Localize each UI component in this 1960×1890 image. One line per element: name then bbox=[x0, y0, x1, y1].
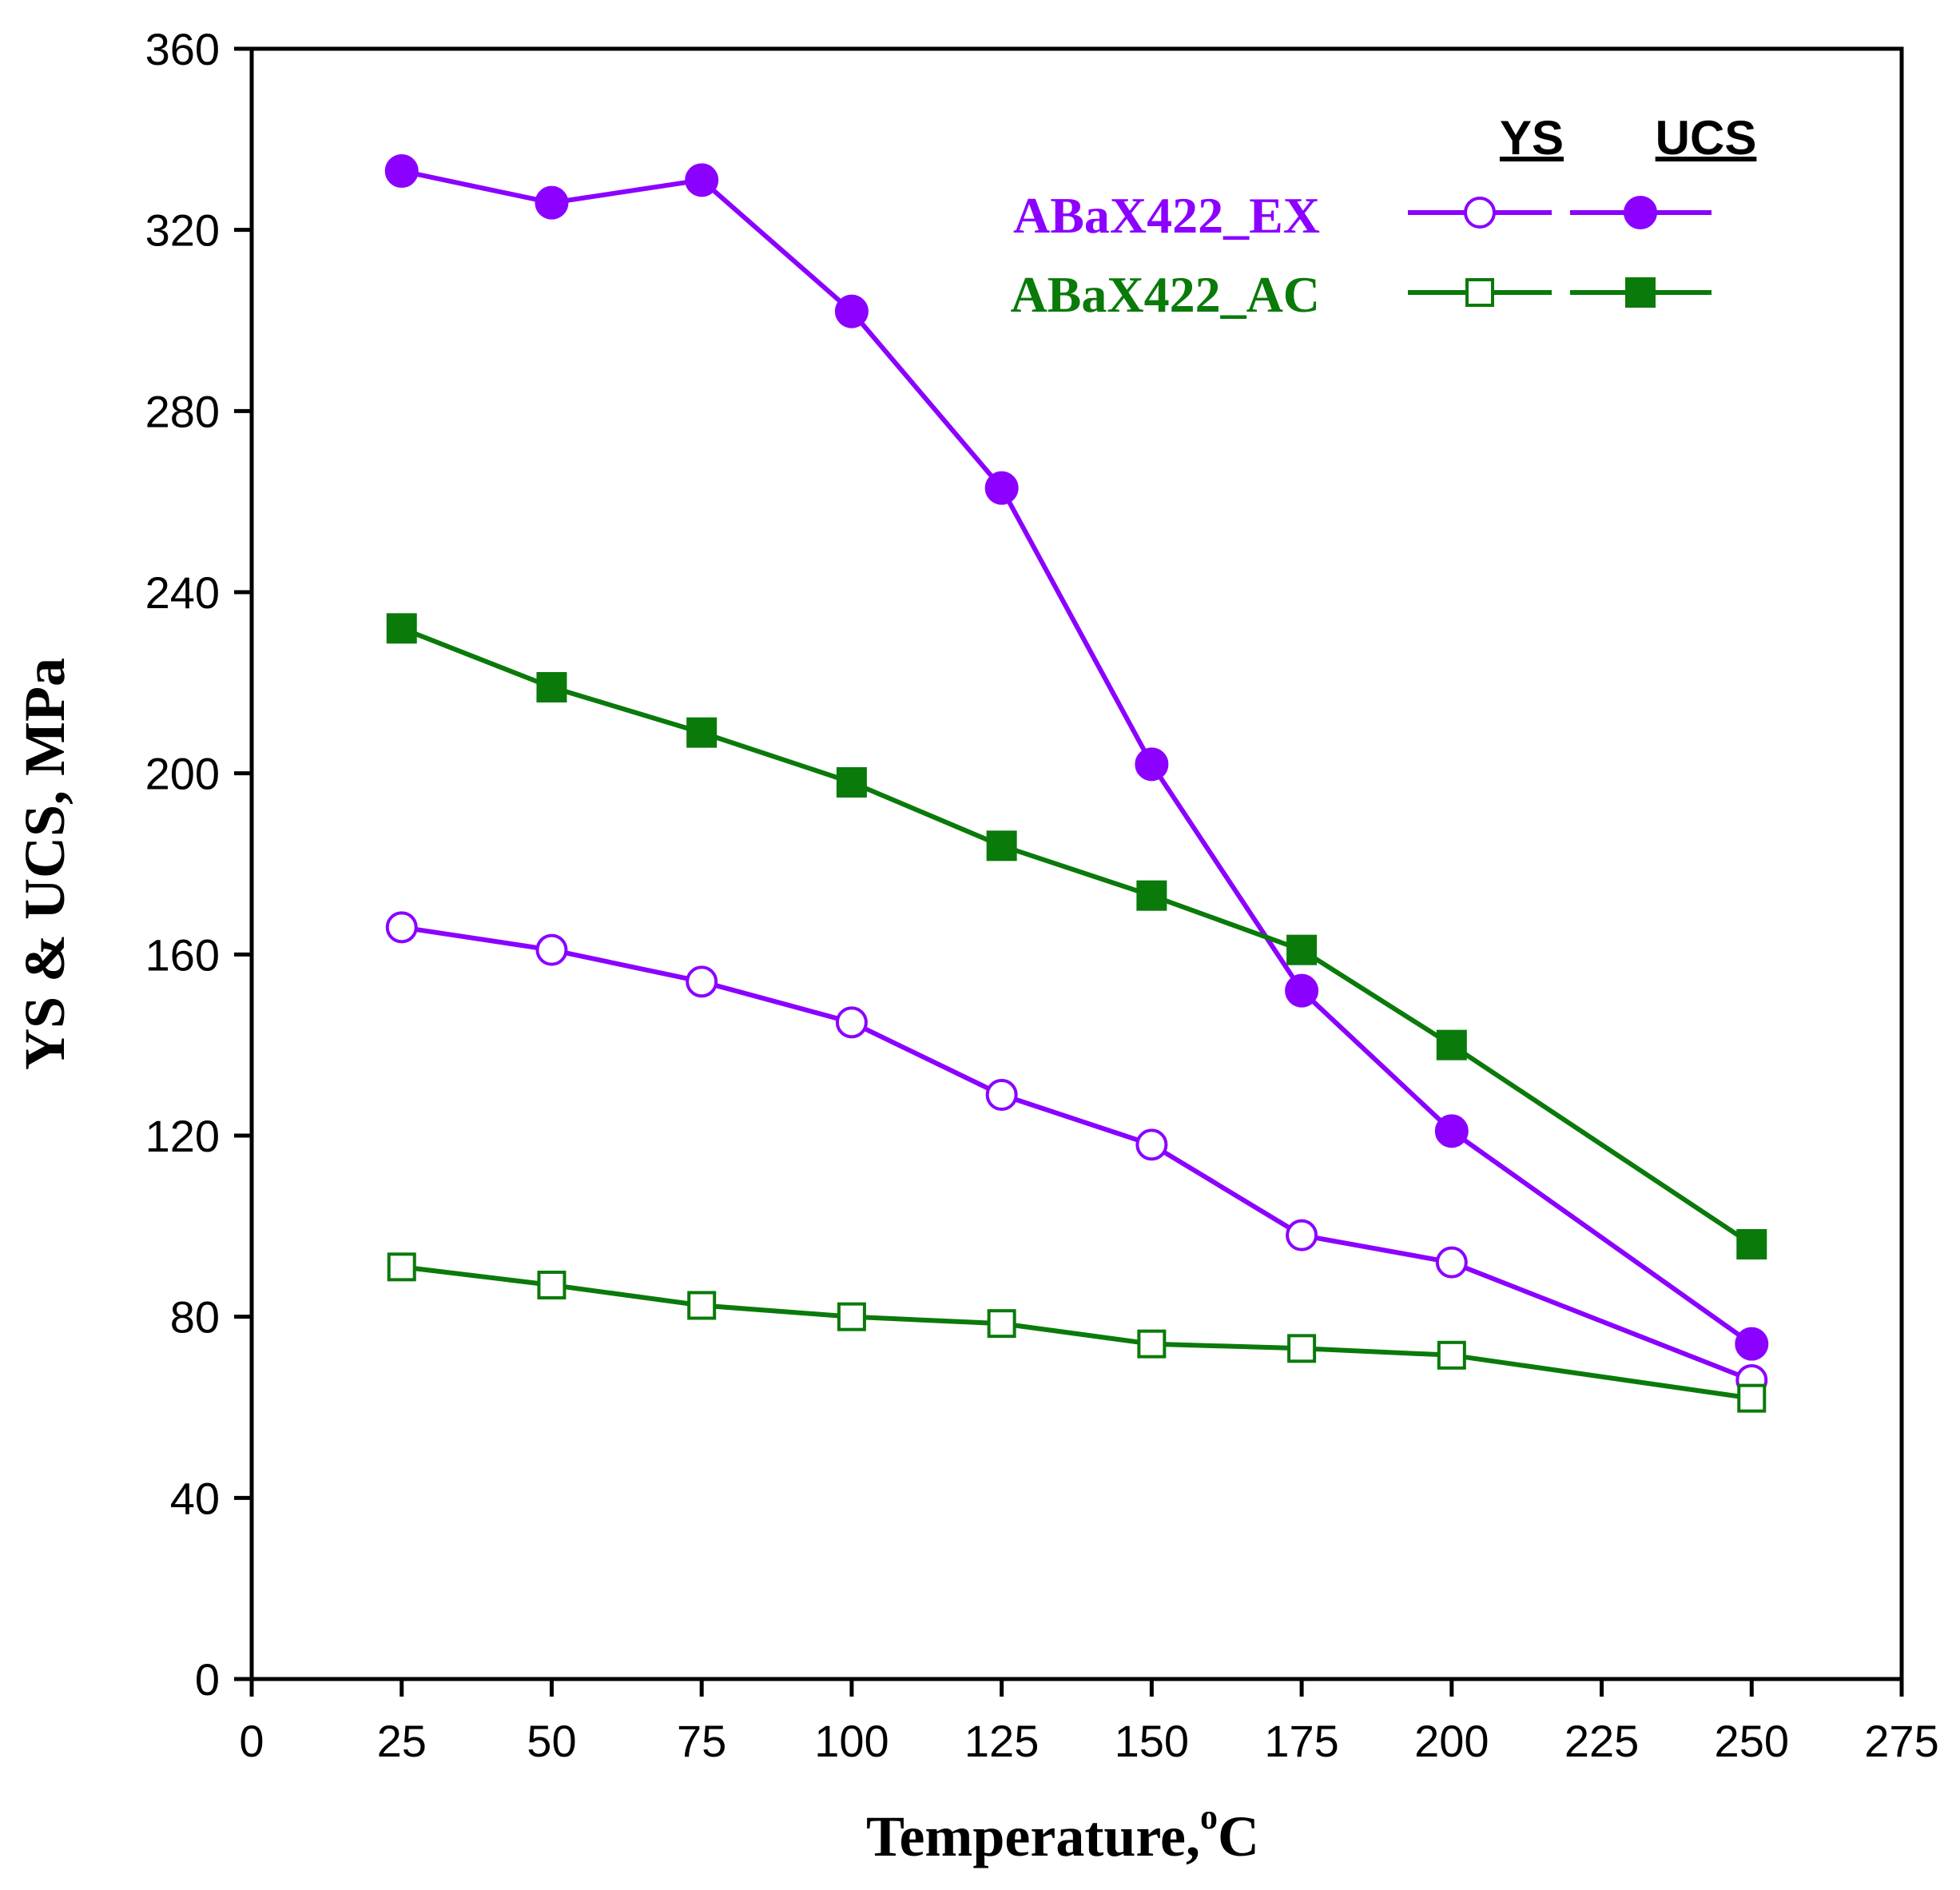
x-tick-label: 25 bbox=[377, 1716, 427, 1766]
series-line bbox=[401, 1264, 1752, 1401]
x-tick-label: 175 bbox=[1264, 1716, 1338, 1766]
data-point bbox=[1136, 880, 1167, 911]
data-point bbox=[1135, 747, 1169, 782]
series-line bbox=[401, 925, 1753, 1383]
data-point bbox=[1285, 973, 1319, 1008]
series-layer bbox=[384, 154, 1769, 1413]
y-tick-label: 160 bbox=[145, 929, 220, 980]
legend-marker-ac-ys bbox=[1465, 278, 1494, 307]
data-point bbox=[536, 672, 567, 702]
data-point bbox=[685, 163, 719, 197]
x-tick-label: 150 bbox=[1115, 1716, 1189, 1766]
data-point bbox=[1735, 1327, 1769, 1361]
series-abax422-ex-ucs bbox=[384, 154, 1769, 1361]
x-tick-label: 200 bbox=[1414, 1716, 1489, 1766]
data-point bbox=[985, 1079, 1018, 1111]
x-tick-label: 50 bbox=[527, 1716, 576, 1766]
x-tick-label: 125 bbox=[964, 1716, 1039, 1766]
data-point bbox=[535, 185, 569, 220]
data-point bbox=[1286, 934, 1318, 965]
series-abax422-ac-ucs bbox=[386, 613, 1767, 1259]
series-line bbox=[400, 626, 1753, 1247]
x-tick-label: 225 bbox=[1564, 1716, 1639, 1766]
y-tick-label: 240 bbox=[145, 567, 220, 618]
x-tick-label: 75 bbox=[677, 1716, 726, 1766]
data-point bbox=[686, 965, 718, 998]
data-point bbox=[834, 294, 869, 328]
legend-marks bbox=[1408, 196, 1712, 308]
y-tick-label: 40 bbox=[170, 1473, 220, 1523]
data-point bbox=[687, 1291, 717, 1320]
x-tick-label: 250 bbox=[1715, 1716, 1789, 1766]
data-point bbox=[1286, 1219, 1318, 1251]
legend-label-ex: ABaX422_EX bbox=[1013, 187, 1320, 244]
data-point bbox=[984, 471, 1019, 505]
data-point bbox=[386, 613, 417, 644]
series-abax422-ac-ys bbox=[387, 1252, 1767, 1413]
y-tick-label: 120 bbox=[145, 1111, 220, 1161]
data-point bbox=[1434, 1114, 1469, 1148]
data-point bbox=[387, 1252, 416, 1282]
y-tick-label: 80 bbox=[170, 1292, 220, 1343]
legend-header-ucs: UCS bbox=[1656, 111, 1757, 165]
data-point bbox=[1287, 1334, 1317, 1363]
data-point bbox=[835, 1006, 868, 1039]
data-point bbox=[384, 154, 419, 188]
data-point bbox=[1437, 1340, 1466, 1370]
plot-frame bbox=[249, 46, 1904, 1681]
x-axis-title-unit: C bbox=[1218, 1804, 1259, 1868]
legend-marker-ex-ys bbox=[1464, 197, 1496, 229]
legend: YS UCS ABaX422_EX ABaX422_AC bbox=[1010, 111, 1756, 323]
y-tick-label: 320 bbox=[145, 205, 220, 256]
data-point bbox=[836, 767, 867, 798]
x-tick-label: 100 bbox=[814, 1716, 889, 1766]
x-tick-label: 275 bbox=[1864, 1716, 1938, 1766]
data-point bbox=[986, 830, 1017, 861]
x-tick-label: 0 bbox=[239, 1716, 264, 1766]
x-axis-ticks: 0 25 50 75 100 125 150 175 200 225 250 275 bbox=[239, 1679, 1939, 1766]
legend-marker-ex-ucs bbox=[1624, 196, 1657, 229]
legend-label-ac: ABaX422_AC bbox=[1010, 266, 1320, 323]
y-tick-label: 0 bbox=[195, 1654, 220, 1705]
data-point bbox=[1137, 1329, 1167, 1359]
y-axis-title: YS & UCS, MPa bbox=[13, 658, 77, 1070]
series-line bbox=[401, 169, 1754, 1347]
y-tick-label: 360 bbox=[145, 24, 220, 74]
y-axis-ticks: 0 40 80 120 160 200 240 280 320 360 bbox=[145, 24, 252, 1705]
data-point bbox=[1737, 1383, 1767, 1413]
data-point bbox=[537, 1271, 567, 1299]
y-tick-label: 280 bbox=[145, 386, 220, 436]
data-point bbox=[1436, 1029, 1467, 1060]
y-tick-label: 200 bbox=[145, 749, 220, 799]
data-point bbox=[385, 911, 418, 944]
data-point bbox=[1135, 1128, 1168, 1161]
data-point bbox=[1736, 1229, 1767, 1259]
data-point bbox=[686, 717, 718, 748]
x-axis-title-degree: o bbox=[1200, 1797, 1218, 1836]
x-axis-title-text: Temperature, bbox=[866, 1804, 1200, 1868]
legend-header-ys: YS bbox=[1500, 111, 1564, 165]
series-abax422-ex-ys bbox=[385, 911, 1768, 1396]
data-point bbox=[987, 1309, 1016, 1339]
data-point bbox=[535, 933, 568, 966]
legend-marker-ac-ucs bbox=[1625, 277, 1656, 308]
data-point bbox=[837, 1302, 866, 1331]
data-point bbox=[1435, 1246, 1468, 1279]
x-axis-title: Temperature,oC bbox=[866, 1797, 1259, 1868]
